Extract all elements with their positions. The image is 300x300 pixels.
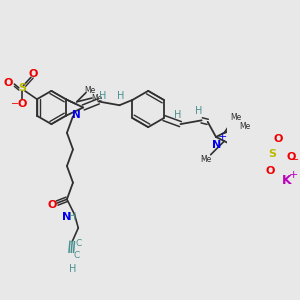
Text: O: O	[286, 152, 296, 162]
Text: H: H	[174, 110, 181, 120]
Text: N: N	[72, 110, 81, 120]
Text: N: N	[62, 212, 72, 222]
Text: Me: Me	[230, 113, 241, 122]
Text: O: O	[47, 200, 56, 210]
Text: C: C	[74, 251, 80, 260]
Text: +: +	[217, 132, 227, 142]
Text: O: O	[4, 78, 13, 88]
Text: Me: Me	[84, 86, 95, 95]
Text: C: C	[75, 239, 81, 248]
Text: H: H	[99, 91, 106, 101]
Text: +: +	[289, 170, 298, 181]
Text: Me: Me	[239, 122, 250, 131]
Text: H: H	[68, 264, 76, 274]
Text: O: O	[28, 68, 38, 79]
Text: N: N	[212, 140, 221, 150]
Text: H: H	[117, 91, 125, 101]
Text: −: −	[11, 100, 19, 110]
Text: H: H	[195, 106, 202, 116]
Text: O: O	[273, 134, 283, 144]
Text: K: K	[281, 174, 291, 187]
Text: S: S	[269, 149, 277, 159]
Text: Me: Me	[200, 155, 212, 164]
Text: H: H	[69, 212, 77, 222]
Text: O: O	[266, 166, 275, 176]
Text: O: O	[17, 99, 27, 109]
Text: S: S	[18, 83, 26, 93]
Text: −: −	[291, 155, 299, 165]
Text: methyl: methyl	[202, 158, 207, 159]
Text: Me: Me	[92, 94, 103, 103]
